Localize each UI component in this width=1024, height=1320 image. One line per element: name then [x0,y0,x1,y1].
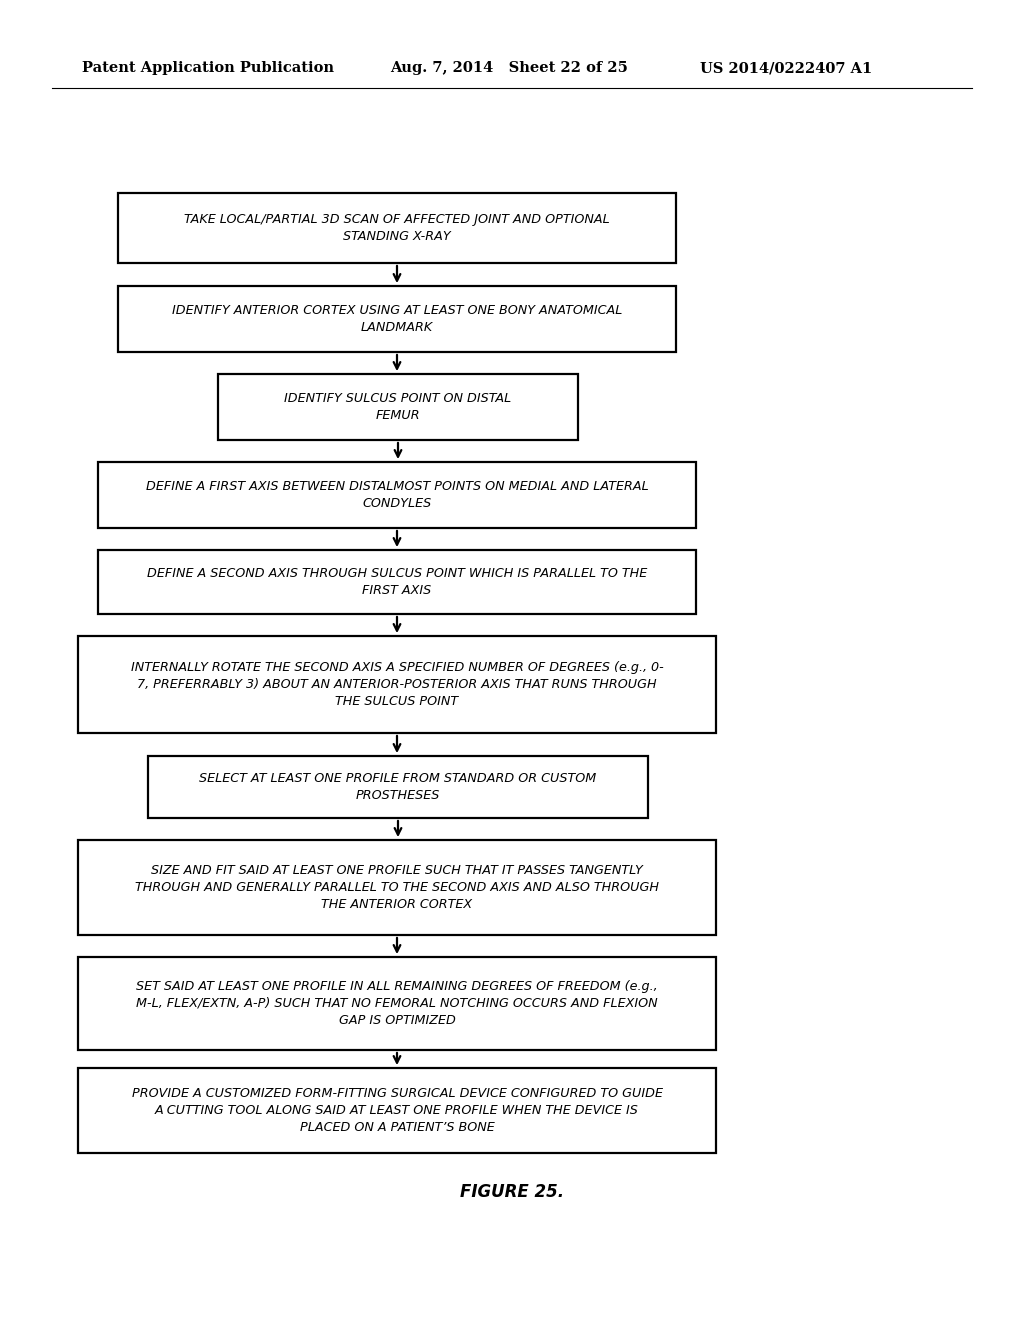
Text: DEFINE A FIRST AXIS BETWEEN DISTALMOST POINTS ON MEDIAL AND LATERAL
CONDYLES: DEFINE A FIRST AXIS BETWEEN DISTALMOST P… [145,480,648,510]
Text: Aug. 7, 2014   Sheet 22 of 25: Aug. 7, 2014 Sheet 22 of 25 [390,61,628,75]
Bar [218,374,578,440]
Text: US 2014/0222407 A1: US 2014/0222407 A1 [700,61,872,75]
Bar [118,193,676,263]
Text: SET SAID AT LEAST ONE PROFILE IN ALL REMAINING DEGREES OF FREEDOM (e.g.,
M-L, FL: SET SAID AT LEAST ONE PROFILE IN ALL REM… [136,979,657,1027]
Text: SELECT AT LEAST ONE PROFILE FROM STANDARD OR CUSTOM
PROSTHESES: SELECT AT LEAST ONE PROFILE FROM STANDAR… [200,772,597,803]
Text: INTERNALLY ROTATE THE SECOND AXIS A SPECIFIED NUMBER OF DEGREES (e.g., 0-
7, PRE: INTERNALLY ROTATE THE SECOND AXIS A SPEC… [131,661,664,708]
Bar [78,636,716,733]
Bar [98,550,696,614]
Bar [78,1068,716,1152]
Bar [78,840,716,935]
Bar [118,286,676,352]
Text: FIGURE 25.: FIGURE 25. [460,1183,564,1201]
Bar [78,957,716,1049]
Text: TAKE LOCAL/PARTIAL 3D SCAN OF AFFECTED JOINT AND OPTIONAL
STANDING X-RAY: TAKE LOCAL/PARTIAL 3D SCAN OF AFFECTED J… [184,213,610,243]
Text: DEFINE A SECOND AXIS THROUGH SULCUS POINT WHICH IS PARALLEL TO THE
FIRST AXIS: DEFINE A SECOND AXIS THROUGH SULCUS POIN… [146,568,647,597]
Text: SIZE AND FIT SAID AT LEAST ONE PROFILE SUCH THAT IT PASSES TANGENTLY
THROUGH AND: SIZE AND FIT SAID AT LEAST ONE PROFILE S… [135,865,659,911]
Bar [98,462,696,528]
Bar [148,756,648,818]
Text: PROVIDE A CUSTOMIZED FORM-FITTING SURGICAL DEVICE CONFIGURED TO GUIDE
A CUTTING : PROVIDE A CUSTOMIZED FORM-FITTING SURGIC… [131,1086,663,1134]
Text: Patent Application Publication: Patent Application Publication [82,61,334,75]
Text: IDENTIFY SULCUS POINT ON DISTAL
FEMUR: IDENTIFY SULCUS POINT ON DISTAL FEMUR [285,392,512,422]
Text: IDENTIFY ANTERIOR CORTEX USING AT LEAST ONE BONY ANATOMICAL
LANDMARK: IDENTIFY ANTERIOR CORTEX USING AT LEAST … [172,304,623,334]
